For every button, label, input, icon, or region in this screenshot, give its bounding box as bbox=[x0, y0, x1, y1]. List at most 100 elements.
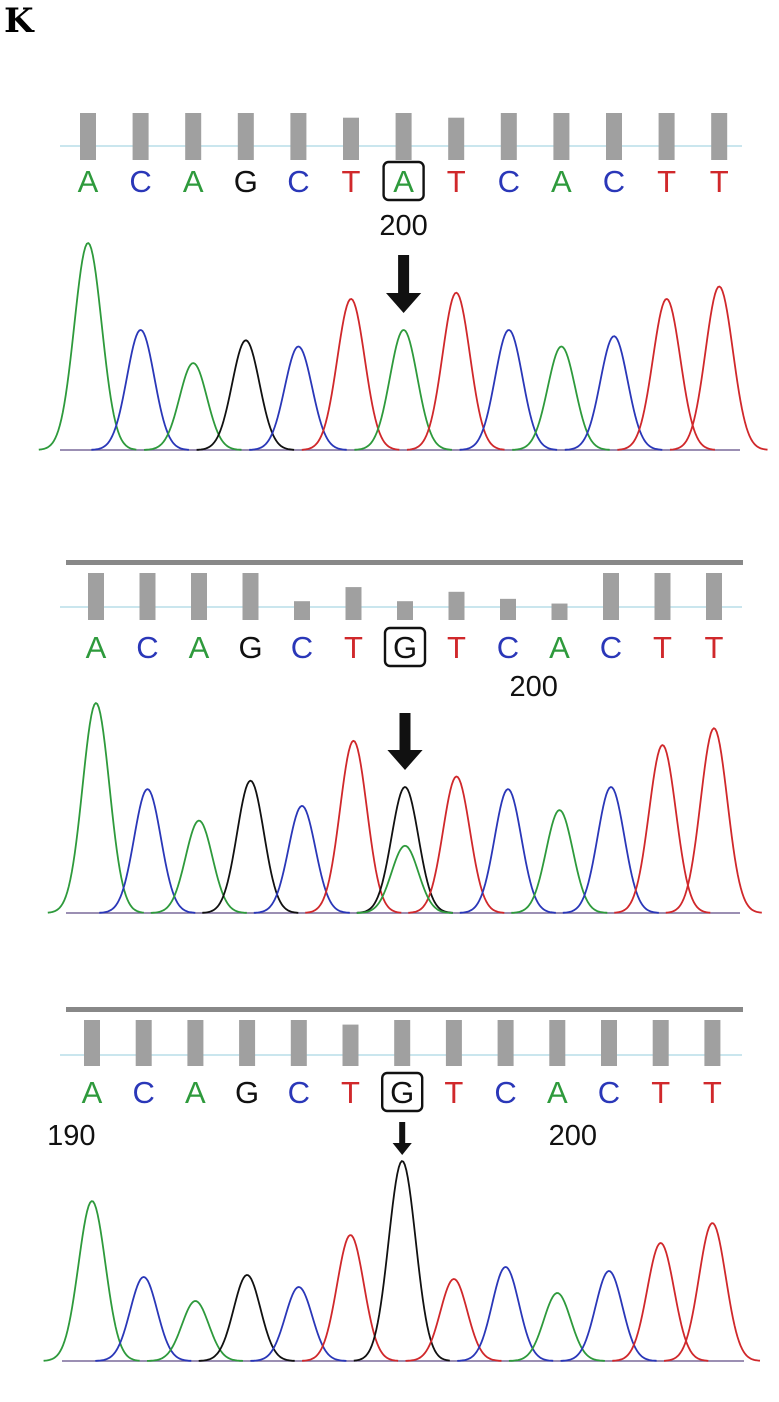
quality-bar bbox=[448, 591, 465, 620]
quality-bar bbox=[345, 587, 362, 620]
base-call-C: C bbox=[291, 630, 313, 665]
trace-peak-C bbox=[459, 329, 558, 451]
trace-peak-T bbox=[669, 285, 768, 451]
quality-bar bbox=[706, 573, 722, 620]
trace-peak-C bbox=[249, 345, 347, 451]
trace-peak-T bbox=[663, 1222, 761, 1362]
base-call-T: T bbox=[705, 630, 724, 665]
base-call-T: T bbox=[447, 630, 466, 665]
trace-peak-G bbox=[356, 786, 453, 914]
quality-bar bbox=[342, 1024, 359, 1066]
base-call-A: A bbox=[189, 630, 210, 665]
trace-peak-T bbox=[612, 1242, 709, 1362]
variant-highlight-box bbox=[381, 1071, 424, 1113]
trace-peak-C bbox=[253, 805, 350, 914]
trace-peak-A bbox=[143, 362, 242, 451]
trace-peak-C bbox=[459, 788, 556, 914]
base-call-T: T bbox=[651, 1075, 670, 1110]
base-call-A: A bbox=[82, 1075, 103, 1110]
trace-peak-C bbox=[91, 329, 189, 451]
quality-bar bbox=[497, 1020, 514, 1066]
quality-bar bbox=[500, 113, 517, 160]
base-call-A: A bbox=[183, 164, 204, 199]
base-call-T: T bbox=[444, 1075, 463, 1110]
quality-bar bbox=[395, 113, 412, 160]
trace-peak-T bbox=[305, 739, 402, 914]
base-call-T: T bbox=[344, 630, 363, 665]
position-label: 190 bbox=[47, 1120, 95, 1152]
base-call-C: C bbox=[603, 164, 625, 199]
trace-secondary-peak-A bbox=[356, 844, 453, 914]
variant-arrow-icon bbox=[386, 255, 422, 313]
base-call-T: T bbox=[447, 164, 466, 199]
trace-peak-T bbox=[405, 1278, 502, 1362]
quality-bar bbox=[445, 1020, 462, 1066]
quality-bar bbox=[603, 573, 619, 620]
trace-peak-A bbox=[512, 345, 610, 451]
quality-bar bbox=[606, 113, 622, 160]
trace-peak-T bbox=[408, 775, 505, 914]
quality-bar bbox=[601, 1020, 617, 1066]
base-call-G: G bbox=[238, 630, 262, 665]
base-call-A: A bbox=[78, 164, 99, 199]
quality-bar bbox=[394, 1020, 411, 1066]
base-call-T: T bbox=[653, 630, 672, 665]
trace-peak-C bbox=[560, 1270, 657, 1362]
base-call-G: G bbox=[393, 630, 417, 665]
quality-bar bbox=[135, 1020, 152, 1066]
base-call-T: T bbox=[342, 164, 361, 199]
quality-bar bbox=[658, 113, 675, 160]
quality-bar bbox=[652, 1020, 669, 1066]
quality-bar bbox=[549, 1020, 566, 1066]
base-call-A: A bbox=[551, 164, 572, 199]
base-call-T: T bbox=[710, 164, 729, 199]
trace-peak-T bbox=[406, 291, 505, 451]
trace-peak-C bbox=[562, 786, 659, 914]
quality-bar bbox=[654, 573, 671, 620]
base-call-C: C bbox=[136, 630, 158, 665]
base-call-C: C bbox=[133, 1075, 155, 1110]
trace-peak-G bbox=[198, 1274, 295, 1362]
base-call-T: T bbox=[703, 1075, 722, 1110]
base-call-C: C bbox=[497, 630, 519, 665]
quality-bar bbox=[551, 603, 568, 620]
variant-highlight-box bbox=[382, 160, 425, 202]
quality-bar bbox=[185, 113, 202, 160]
base-call-G: G bbox=[390, 1075, 414, 1110]
quality-bar bbox=[88, 573, 104, 620]
base-call-C: C bbox=[129, 164, 151, 199]
quality-bar bbox=[139, 573, 156, 620]
base-call-A: A bbox=[393, 164, 414, 199]
trace-peak-A bbox=[43, 1200, 140, 1362]
trace-peak-A bbox=[150, 819, 247, 914]
position-label: 200 bbox=[379, 210, 427, 242]
quality-bar bbox=[704, 1020, 721, 1066]
quality-bar bbox=[553, 113, 570, 160]
base-call-C: C bbox=[288, 1075, 310, 1110]
quality-bar bbox=[187, 1020, 204, 1066]
trace-peak-G bbox=[202, 779, 299, 914]
base-call-C: C bbox=[598, 1075, 620, 1110]
variant-highlight-box bbox=[383, 626, 427, 668]
quality-bar bbox=[290, 113, 307, 160]
position-label: 200 bbox=[510, 671, 558, 703]
base-call-T: T bbox=[657, 164, 676, 199]
base-call-A: A bbox=[86, 630, 107, 665]
trace-peak-A bbox=[147, 1300, 244, 1362]
trace-peak-C bbox=[564, 335, 663, 451]
panel-divider bbox=[66, 1007, 743, 1012]
base-call-A: A bbox=[185, 1075, 206, 1110]
quality-bar bbox=[239, 1020, 256, 1066]
variant-arrow-icon bbox=[392, 1122, 412, 1155]
trace-peak-A bbox=[38, 242, 137, 451]
base-call-C: C bbox=[600, 630, 622, 665]
base-call-G: G bbox=[235, 1075, 259, 1110]
trace-peak-C bbox=[250, 1286, 347, 1362]
base-call-A: A bbox=[549, 630, 570, 665]
quality-bar bbox=[80, 113, 96, 160]
base-call-C: C bbox=[494, 1075, 516, 1110]
variant-arrow-icon bbox=[387, 713, 423, 770]
